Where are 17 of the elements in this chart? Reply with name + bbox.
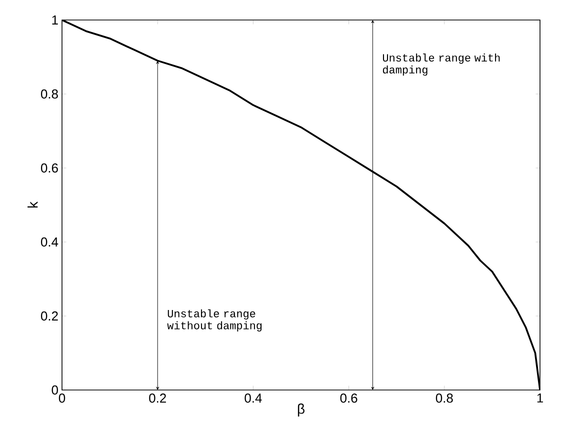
x-tick-label: 0.8 [436,394,453,403]
y-tick-label: 0.2 [40,311,58,321]
line-series [62,20,540,390]
y-tick-label: 0 [52,385,58,395]
x-tick-label: 0.4 [244,394,262,403]
y-tick-label: 0.4 [40,237,58,247]
x-axis-title: β [298,404,304,417]
y-tick-label: 1 [52,16,58,24]
x-tick-label: 1 [537,394,543,402]
y-tick-label: 0.6 [40,163,58,173]
x-tick-label: 0.2 [149,394,166,403]
ref-line-label: Unstable range without damping [167,309,262,332]
x-tick-label: 0 [58,394,66,403]
x-tick-label: 0.6 [340,394,358,403]
y-tick-label: 0.8 [40,89,58,99]
ref-line-label: Unstable range with damping [382,54,500,76]
y-axis-title: k [28,201,38,208]
